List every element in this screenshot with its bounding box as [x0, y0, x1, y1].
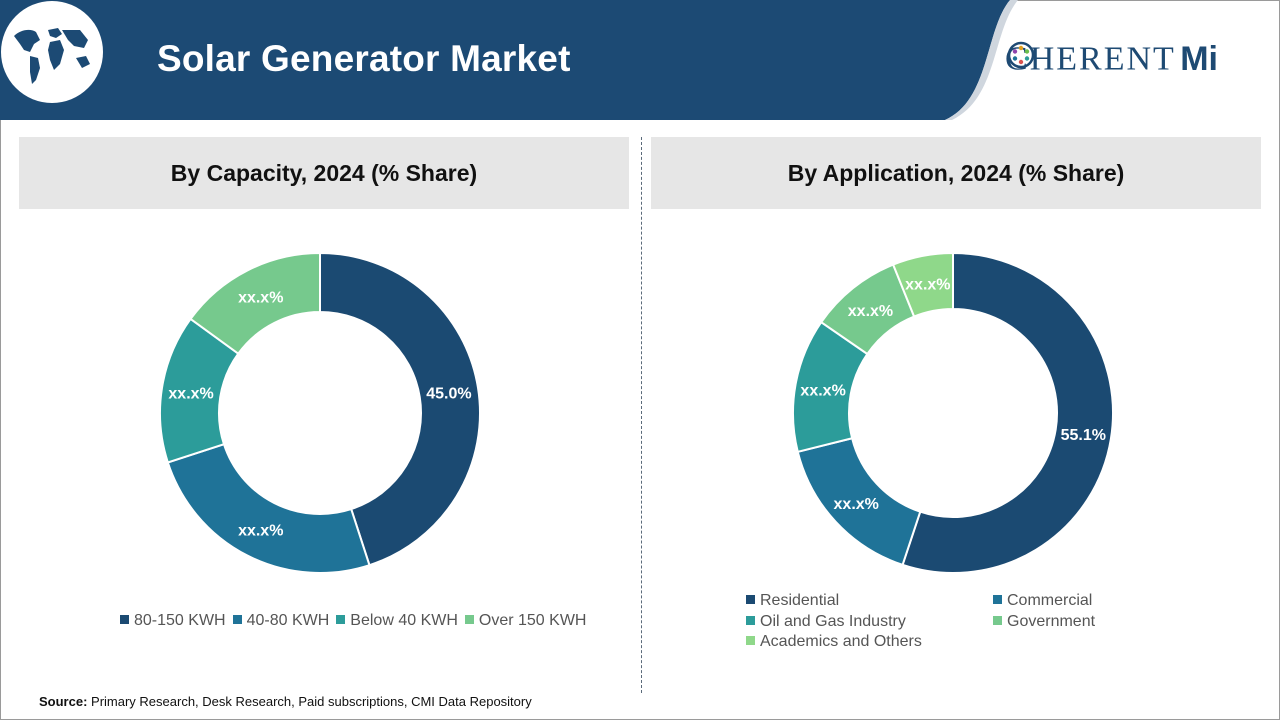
legend-label: 80-150 KWH: [134, 612, 226, 629]
slice-label: xx.x%: [834, 496, 879, 513]
application-panel-title: By Application, 2024 (% Share): [651, 137, 1261, 209]
legend-swatch: [746, 595, 755, 604]
logo-text-herent: HERENT: [1029, 40, 1176, 78]
capacity-legend: 80-150 KWH 40-80 KWH Below 40 KWH Over 150 …: [120, 612, 593, 630]
slice-label: xx.x%: [168, 386, 213, 403]
legend-item: 40-80 KWH: [232, 612, 330, 630]
legend-label: Residential: [760, 592, 840, 609]
legend-label: Over 150 KWH: [478, 612, 587, 629]
panel-divider: [641, 137, 642, 693]
globe-icon: [1, 1, 103, 103]
legend-item: 80-150 KWH: [120, 612, 226, 630]
legend-item: Oil and Gas Industry: [746, 613, 906, 631]
header-banner: Solar Generator Market C HERENT Mi: [0, 0, 1280, 120]
page-title: Solar Generator Market: [157, 38, 571, 79]
legend-swatch: [464, 615, 474, 624]
slice-label: xx.x%: [905, 276, 950, 293]
legend-item: Government: [993, 613, 1095, 631]
donut-slice-80-150-kwh: [319, 251, 481, 567]
legend-item: Academics and Others: [746, 633, 922, 651]
donut-slice-40-80-kwh: [166, 442, 371, 574]
capacity-panel-title: By Capacity, 2024 (% Share): [19, 137, 629, 209]
legend-swatch: [746, 615, 755, 625]
legend-label: Academics and Others: [760, 633, 922, 650]
legend-item: Below 40 KWH: [336, 612, 458, 630]
donut-slice-over-150-kwh: [189, 251, 321, 356]
header-background: [0, 0, 1018, 120]
slice-label: 45.0%: [426, 386, 471, 403]
legend-label: Commercial: [1007, 592, 1093, 609]
legend-label: 40-80 KWH: [246, 612, 330, 629]
source-note: Source: Primary Research, Desk Research,…: [39, 694, 532, 709]
legend-label: Below 40 KWH: [350, 612, 458, 629]
slice-label: xx.x%: [238, 290, 283, 307]
legend-swatch: [120, 615, 129, 624]
legend-item: Commercial: [993, 592, 1092, 610]
logo-o-mark-icon: [1007, 41, 1035, 69]
coherent-mi-logo: C HERENT Mi: [1005, 40, 1218, 84]
legend-swatch: [993, 615, 1002, 625]
legend-swatch: [336, 615, 346, 624]
slice-label: xx.x%: [848, 303, 893, 320]
legend-label: Government: [1007, 612, 1096, 630]
donut-slice-residential: [901, 251, 1114, 574]
slice-label: xx.x%: [238, 522, 283, 539]
source-text: Primary Research, Desk Research, Paid su…: [87, 694, 532, 709]
legend-item: Over 150 KWH: [464, 612, 587, 630]
legend-item: Residential: [746, 592, 839, 610]
source-label: Source:: [39, 694, 88, 709]
slice-label: xx.x%: [800, 382, 845, 399]
logo-mi: Mi: [1180, 40, 1219, 78]
donut-slice-academics-and-others: [891, 251, 954, 318]
legend-swatch: [746, 636, 755, 645]
legend-label: Oil and Gas Industry: [760, 612, 906, 630]
legend-swatch: [232, 615, 242, 624]
slice-label: 55.1%: [1061, 427, 1106, 444]
legend-swatch: [993, 595, 1002, 604]
